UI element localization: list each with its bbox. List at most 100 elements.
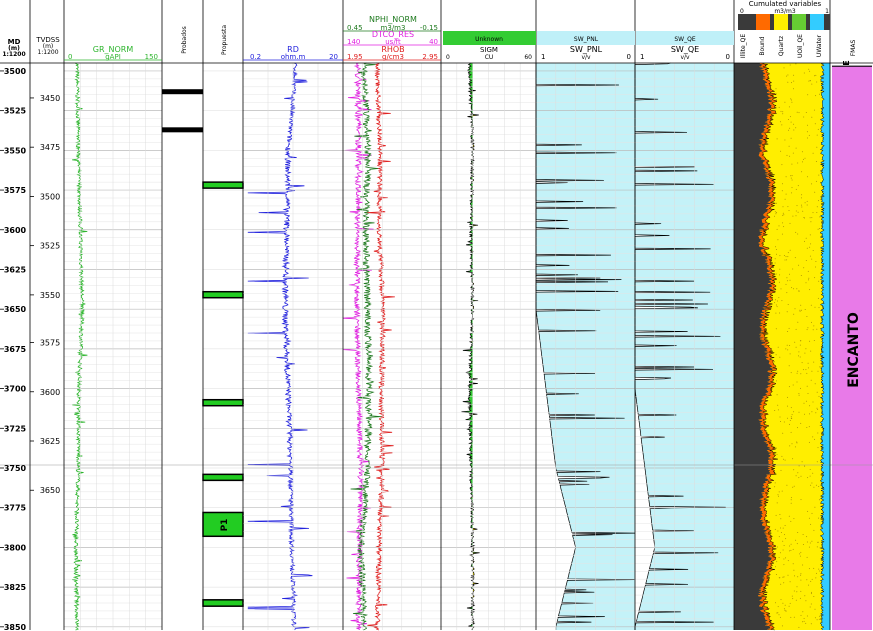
nphi-track-name: NPHI_NORM [369, 15, 417, 24]
md-tick-label: 3675 [4, 345, 27, 354]
md-axis-title: MD [8, 38, 21, 46]
sw-qe-track-min: 1 [640, 53, 644, 61]
cumulated-unit: m3/m3 [774, 8, 796, 15]
md-tick-label: 3500 [4, 67, 27, 76]
cumulated-max: 1 [825, 8, 829, 15]
sigm-unknown-label: Unknown [475, 36, 503, 43]
nphi-track-min: 0.45 [347, 24, 363, 32]
sw-pnl-header-band [537, 31, 635, 45]
sigm-track-max: 60 [524, 54, 532, 61]
sw-qe-track-name: SW_QE [671, 45, 699, 54]
tvd-axis-scale: 1:1200 [37, 49, 58, 56]
tvd-tick-label: 3525 [40, 242, 60, 251]
nphi-track-max: -0.15 [420, 24, 438, 32]
litho-water-area [820, 63, 830, 630]
propuesta-track-name: Propuesta [221, 25, 228, 55]
gr-track-name: GR_NORM [93, 45, 134, 54]
propuesta-p1-label: P1 [220, 519, 230, 532]
dtco-track-min: 140 [347, 38, 360, 46]
tvd-tick-label: 3475 [40, 143, 60, 152]
tvd-tick-label: 3550 [40, 291, 60, 300]
legend-swatch-0 [756, 14, 770, 30]
sigm-unknown-swatch [443, 31, 536, 45]
sw-pnl-header-label: SW_PNL [574, 36, 599, 43]
sw-qe-header-label: SW_QE [674, 36, 695, 43]
gr-track-min: 0 [68, 53, 72, 61]
md-tick-label: 3800 [4, 543, 27, 552]
rhob-track-min: 1.95 [347, 53, 363, 61]
gr-track-unit: gAPI [105, 53, 121, 61]
md-tick-label: 3600 [4, 226, 27, 235]
probados-interval [162, 89, 203, 95]
sw-pnl-track-name: SW_PNL [570, 45, 603, 54]
rd-curve [247, 62, 313, 631]
rd-track-unit: ohm.m [281, 53, 306, 61]
litho-bound-curve [760, 62, 778, 631]
tvd-tick-label: 3575 [40, 339, 60, 348]
md-tick-label: 3825 [4, 583, 27, 592]
sw-qe-header-band [636, 31, 734, 45]
tvd-tick-label: 3650 [40, 486, 60, 495]
md-tick-label: 3850 [4, 623, 27, 631]
propuesta-interval [202, 473, 244, 482]
litho-water-curve [819, 62, 826, 631]
sw-pnl-track-unit: v/v [581, 54, 591, 61]
zone-encanto-fill [832, 66, 872, 631]
litho-bound-area [758, 63, 778, 630]
dtco-track-name: DTCO_RES [372, 30, 414, 39]
rd-track-min: 0.2 [250, 53, 261, 61]
zones-track-name: FMAS [850, 40, 857, 57]
nphi-track-unit: m3/m3 [381, 24, 406, 32]
md-tick-label: 3550 [4, 146, 27, 155]
probados-interval [162, 127, 203, 133]
rhob-track-max: 2.95 [422, 53, 438, 61]
litho-column-label-0: Illite_QE [740, 34, 747, 59]
gr-track-max: 150 [145, 53, 158, 61]
zone-label-encanto: ENCANTO [846, 312, 862, 388]
sigm-track-name: SIGM [480, 46, 498, 54]
sigm-track-unit: CU [485, 54, 494, 61]
md-tick-label: 3625 [4, 265, 27, 274]
swq-fill [635, 63, 726, 630]
tvd-tick-label: 3500 [40, 192, 60, 201]
litho-column-label-3: UOil_QE [797, 34, 804, 58]
propuesta-interval [202, 398, 244, 407]
md-tick-label: 3700 [4, 385, 27, 394]
md-tick-label: 3525 [4, 107, 27, 116]
sw-pnl-track-max: 0 [627, 53, 631, 61]
legend-swatch-2 [792, 14, 806, 30]
md-axis-unit: (m) [8, 45, 20, 52]
cumulated-min: 0 [740, 8, 744, 15]
cumulated-title: Cumulated variables [749, 0, 822, 8]
sw-qe-track-unit: v/v [680, 54, 690, 61]
md-axis-scale: 1:1200 [2, 51, 25, 58]
sigm-fill-low [461, 63, 480, 630]
rhob-track-name: RHOB [381, 45, 404, 54]
dtco-track-unit: us/ft [385, 38, 401, 46]
sigm-track-min: 0 [446, 54, 450, 61]
md-tick-label: 3575 [4, 186, 27, 195]
rhob-track-unit: g/cm3 [382, 53, 404, 61]
sw-qe-track-max: 0 [726, 53, 730, 61]
legend-swatch-1 [774, 14, 788, 30]
sigm-curve [461, 62, 480, 631]
zone-top-label: E [842, 60, 851, 65]
propuesta-interval [202, 181, 244, 189]
litho-illite-area [734, 63, 774, 630]
sw-pnl-track-min: 1 [541, 53, 545, 61]
tvd-tick-label: 3625 [40, 437, 60, 446]
dtco-curve [342, 62, 374, 631]
tvd-tick-label: 3450 [40, 94, 60, 103]
rd-track-name: RD [287, 45, 299, 54]
md-tick-label: 3750 [4, 464, 27, 473]
litho-column-label-2: Quartz [778, 36, 785, 56]
dtco-track-max: 40 [429, 38, 438, 46]
legend-swatch-3 [810, 14, 824, 30]
md-tick-label: 3650 [4, 305, 27, 314]
md-tick-label: 3725 [4, 424, 27, 433]
gr-curve [72, 62, 88, 631]
litho-column-label-1: Bound [759, 36, 766, 55]
rhob-curve [366, 62, 395, 631]
md-tick-label: 3775 [4, 504, 27, 513]
nphi-curve [350, 62, 382, 631]
